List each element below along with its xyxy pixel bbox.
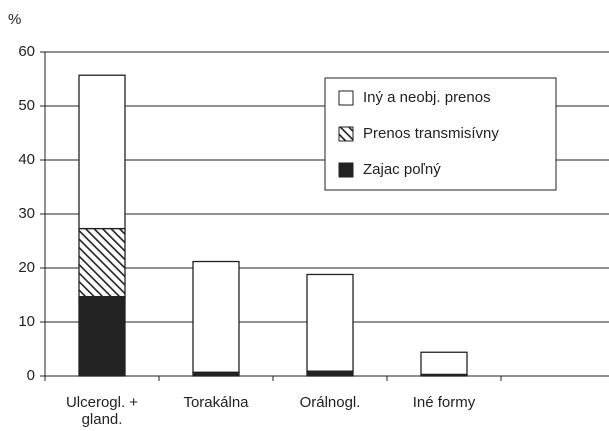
- legend-swatch: [338, 90, 354, 106]
- bar-segment: [78, 295, 126, 377]
- bar-segment: [306, 273, 354, 372]
- x-tick-label: Torakálna: [183, 394, 249, 411]
- bar-segment: [78, 227, 126, 298]
- y-tick-label: 50: [18, 97, 35, 114]
- y-axis-label: %: [8, 11, 21, 28]
- bar-segment: [78, 74, 126, 230]
- y-tick-label: 30: [18, 205, 35, 222]
- y-tick-label: 60: [18, 43, 35, 60]
- legend-label: Prenos transmisívny: [363, 125, 499, 142]
- bar-segment: [306, 370, 354, 377]
- x-tick-label: Iné formy: [412, 394, 476, 411]
- legend-box: [324, 77, 557, 191]
- legend-label: Zajac poľný: [363, 161, 441, 178]
- legend-swatch: [338, 162, 354, 178]
- x-tick-label: Orálnogl.: [299, 394, 361, 411]
- legend-label: Iný a neobj. prenos: [363, 89, 491, 106]
- y-tick-label: 20: [18, 259, 35, 276]
- x-tick-label: Ulcerogl. + gland.: [65, 394, 139, 428]
- y-tick-label: 40: [18, 151, 35, 168]
- bar-segment: [192, 260, 240, 373]
- y-tick-label: 10: [18, 313, 35, 330]
- bar-segment: [420, 351, 468, 376]
- legend-swatch: [338, 126, 354, 142]
- y-tick-label: 0: [27, 367, 35, 384]
